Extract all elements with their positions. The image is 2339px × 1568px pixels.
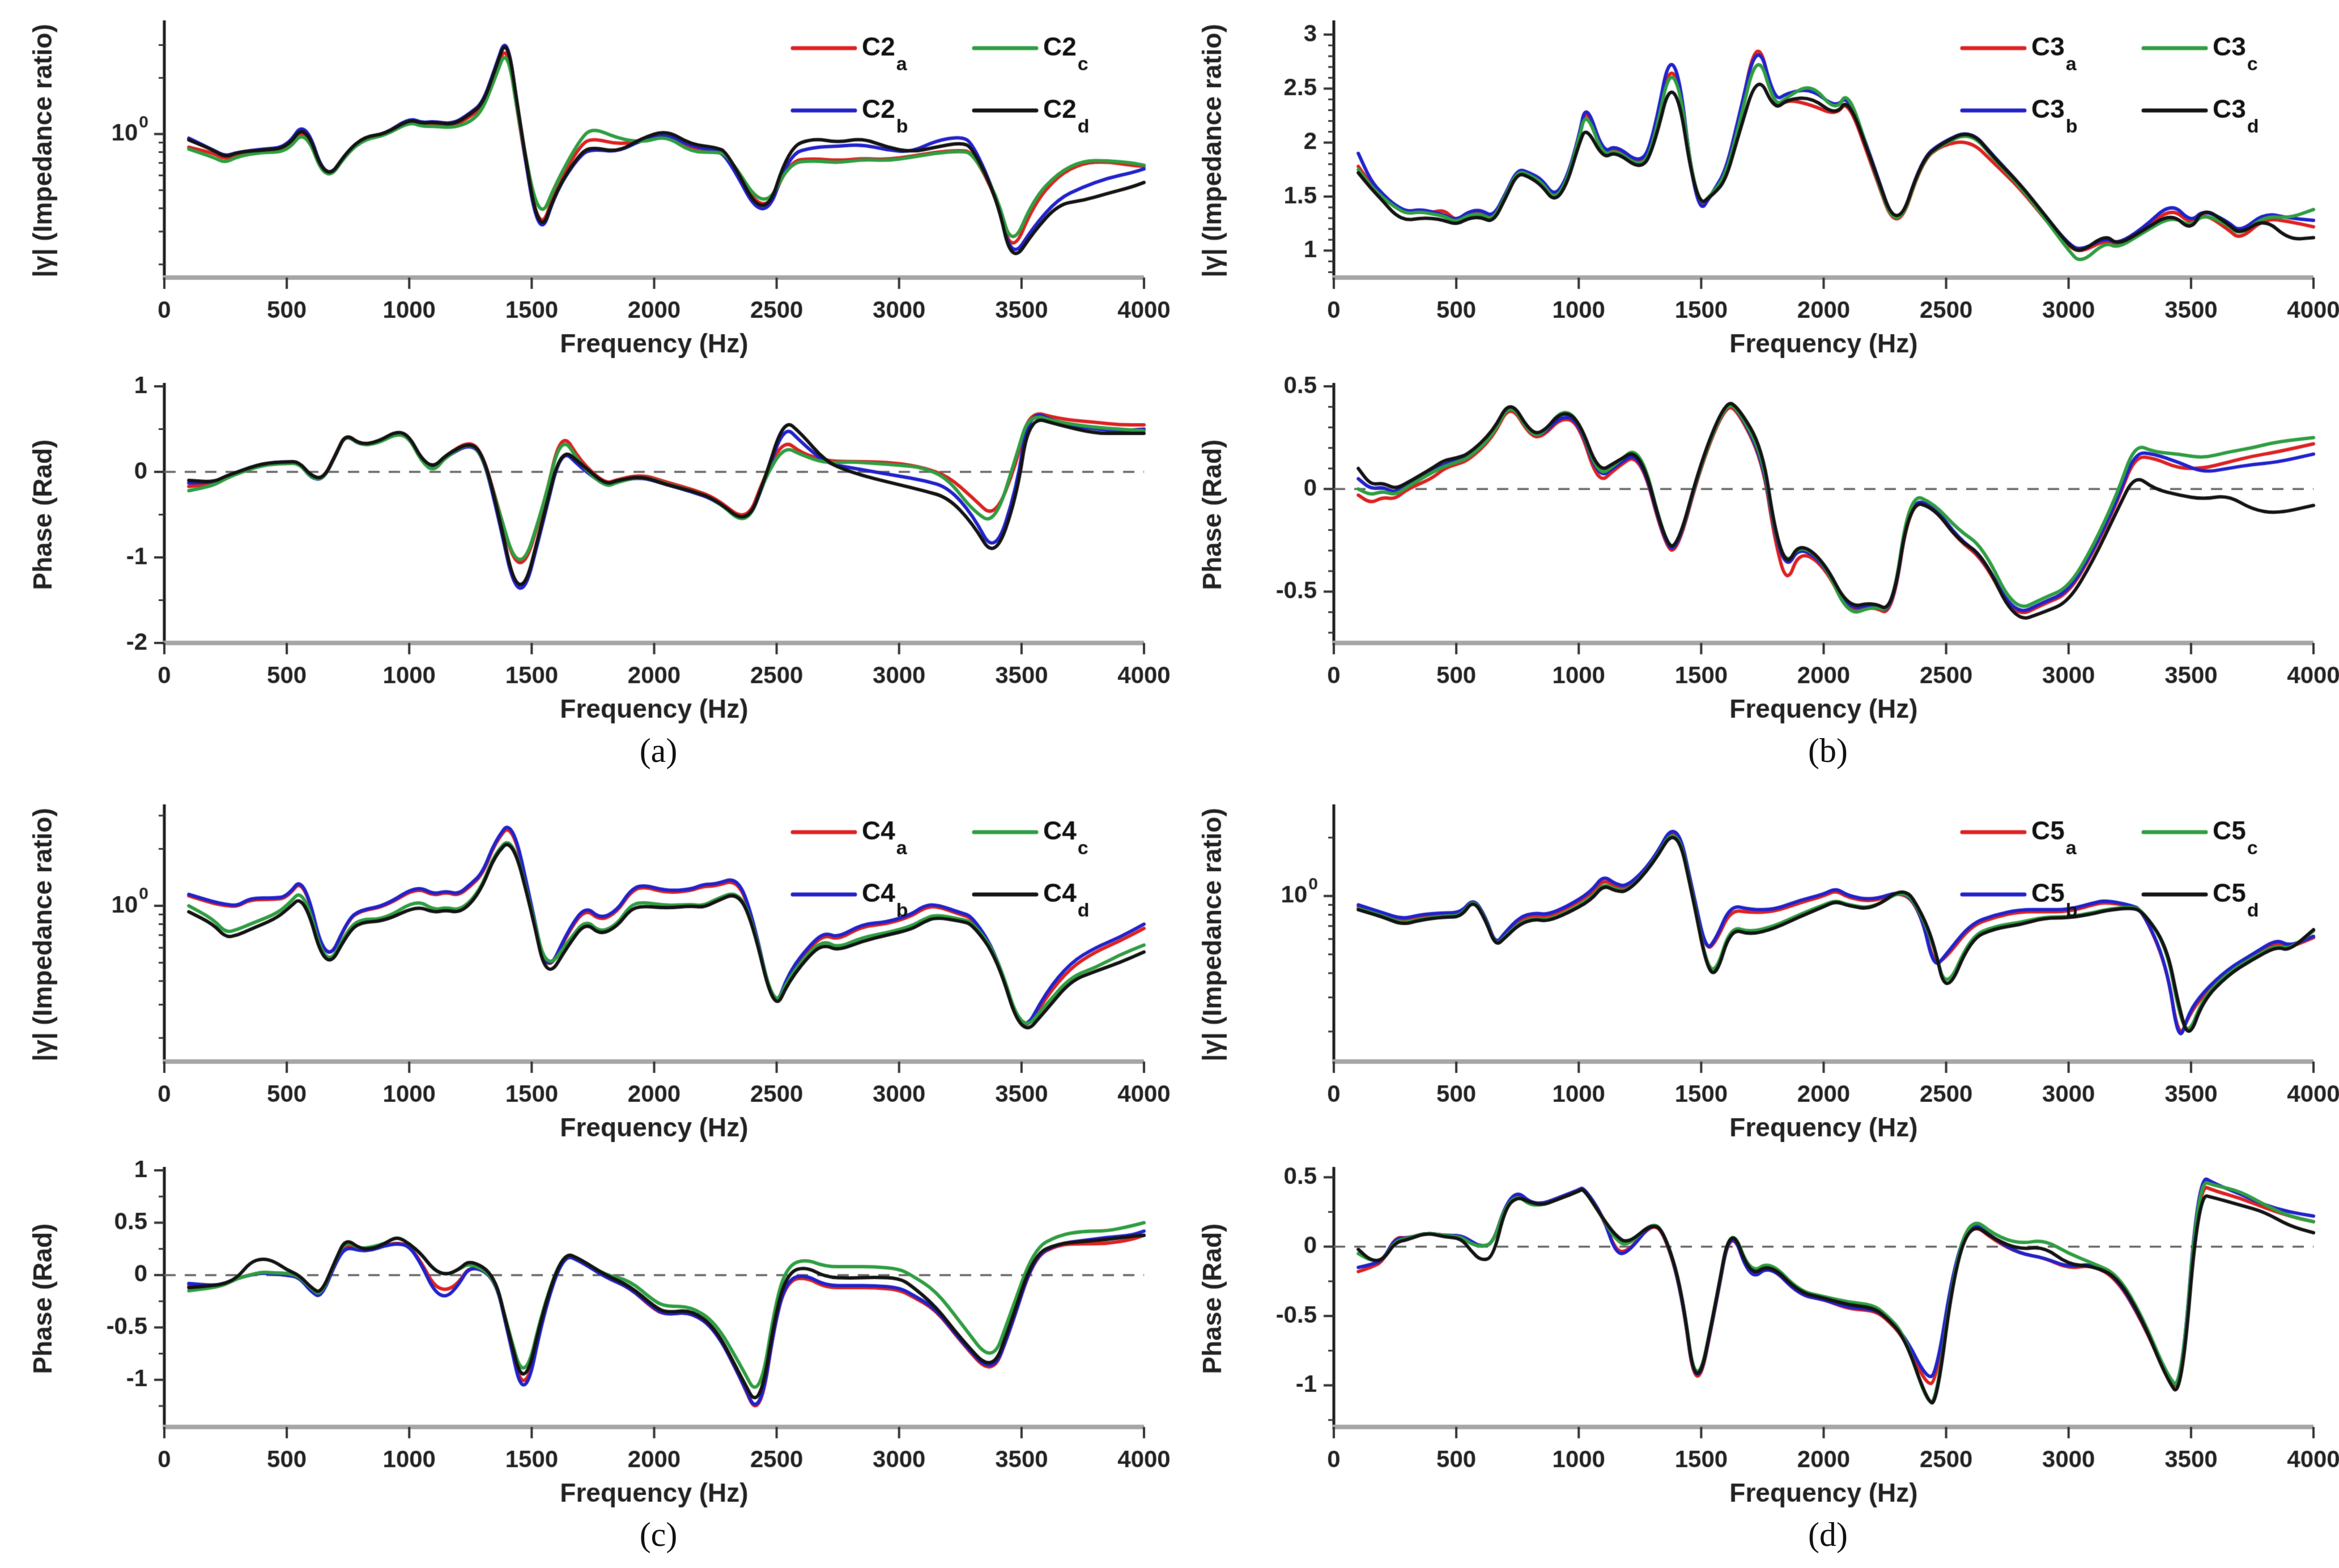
chart-a-phase-canvas — [0, 363, 1170, 728]
caption-a: (a) — [639, 732, 678, 769]
chart-d-phase — [1170, 1147, 2339, 1512]
chart-a-magnitude-canvas — [0, 0, 1170, 363]
chart-a-magnitude — [0, 0, 1170, 363]
panel-a: (a) — [0, 0, 1170, 784]
caption-c: (c) — [639, 1516, 678, 1553]
caption-d: (d) — [1808, 1516, 1848, 1553]
chart-d-magnitude-canvas — [1170, 784, 2339, 1147]
chart-b-phase-canvas — [1170, 363, 2339, 728]
chart-d-magnitude — [1170, 784, 2339, 1147]
panel-c: (c) — [0, 784, 1170, 1568]
chart-b-phase — [1170, 363, 2339, 728]
chart-b-magnitude — [1170, 0, 2339, 363]
chart-d-phase-canvas — [1170, 1147, 2339, 1512]
chart-c-phase-canvas — [0, 1147, 1170, 1512]
chart-a-phase — [0, 363, 1170, 728]
panel-b: (b) — [1170, 0, 2339, 784]
chart-c-magnitude — [0, 784, 1170, 1147]
chart-c-phase — [0, 1147, 1170, 1512]
chart-c-magnitude-canvas — [0, 784, 1170, 1147]
panel-d: (d) — [1170, 784, 2339, 1568]
caption-b: (b) — [1808, 732, 1848, 769]
chart-b-magnitude-canvas — [1170, 0, 2339, 363]
